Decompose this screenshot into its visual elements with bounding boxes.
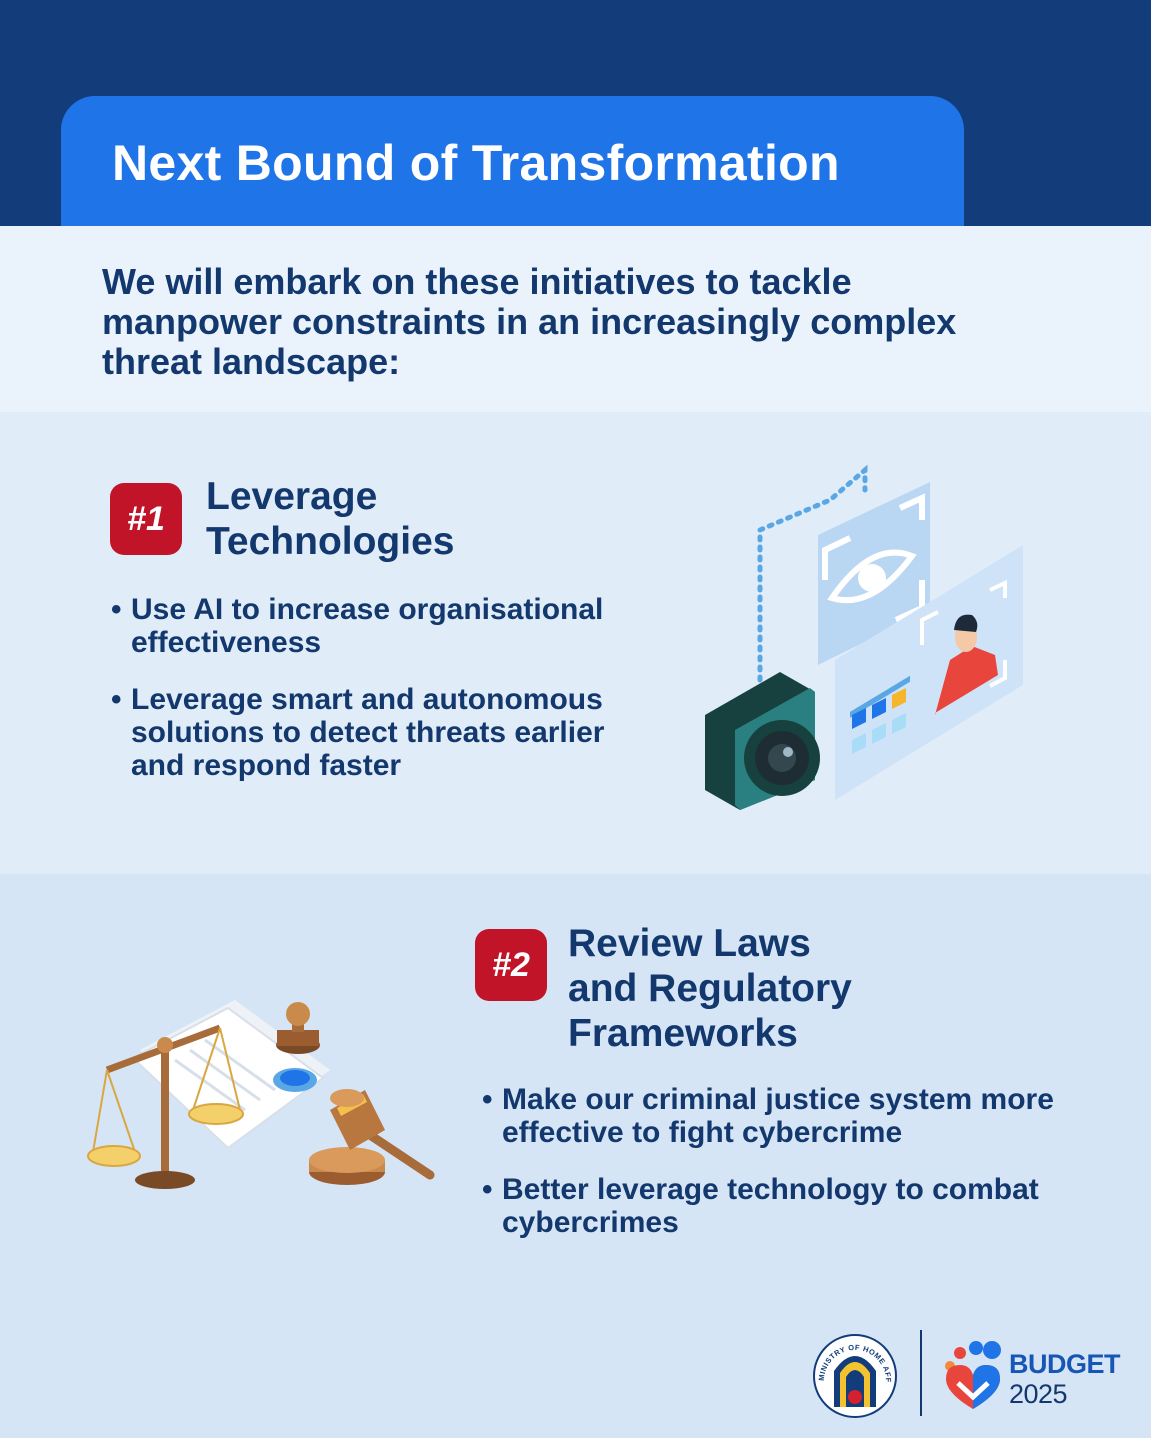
page-title: Next Bound of Transformation [112, 135, 840, 191]
intro-text: We will embark on these initiatives to t… [102, 261, 957, 382]
profile-scan-icon [835, 545, 1023, 800]
footer-divider [920, 1330, 922, 1416]
title-tab [61, 96, 964, 226]
stamp-icon [273, 1002, 320, 1092]
initiative-2-title-line: and Regulatory [568, 967, 852, 1010]
scales-of-justice-icon [87, 1024, 244, 1189]
surveillance-camera-icon [705, 672, 820, 810]
dotted-cable-icon [757, 464, 868, 693]
list-item: Better leverage technology to combat cyb… [482, 1173, 1062, 1239]
justice-illustration [87, 1000, 435, 1189]
budget-label: BUDGET [1009, 1349, 1121, 1379]
initiative-1-title: Leverage Technologies [206, 474, 454, 564]
initiative-2-title-line: Review Laws [568, 922, 811, 965]
initiative-2-section [0, 874, 1151, 1438]
technology-illustration [705, 464, 1023, 810]
intro-section [0, 226, 1151, 412]
gavel-icon [309, 1089, 435, 1185]
budget-year: 2025 [1009, 1379, 1068, 1409]
list-item: Use AI to increase organisational effect… [111, 593, 631, 659]
initiative-1-title-line: Technologies [206, 520, 455, 563]
initiative-1-title-line: Leverage [206, 475, 378, 518]
initiative-2-bullets: Make our criminal justice system more ef… [482, 1083, 1062, 1263]
initiative-1-bullets: Use AI to increase organisational effect… [111, 593, 631, 806]
budget-logo-icon [945, 1341, 1001, 1409]
initiative-2-badge: #2 [475, 929, 547, 1001]
list-item: Leverage smart and autonomous solutions … [111, 683, 631, 782]
initiative-1-badge: #1 [110, 483, 182, 555]
list-item: Make our criminal justice system more ef… [482, 1083, 1062, 1149]
initiative-2-title-line: Frameworks [568, 1012, 798, 1055]
ministry-seal-icon: MINISTRY OF HOME AFFAIRS [812, 1333, 897, 1418]
initiative-2-title: Review Laws and Regulatory Frameworks [568, 921, 852, 1056]
